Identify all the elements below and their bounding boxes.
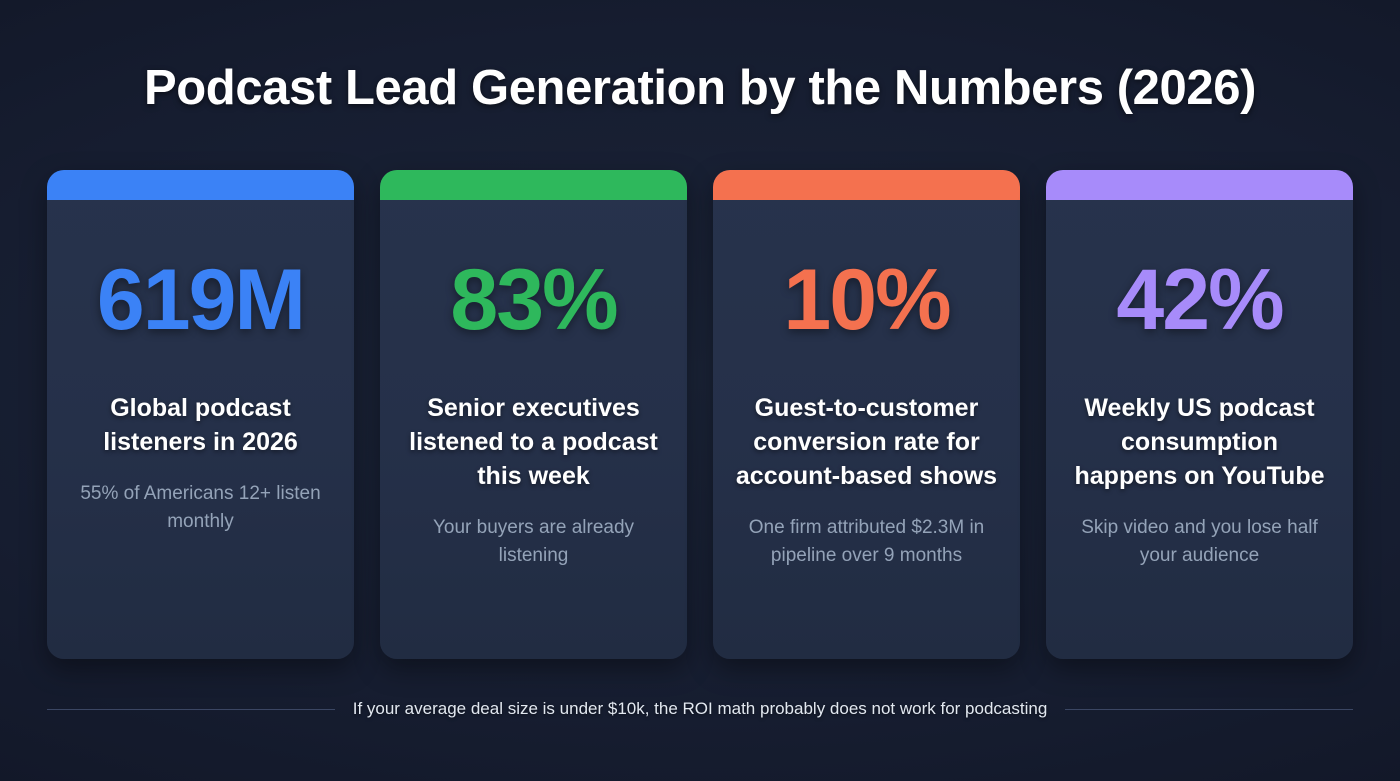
stat-value: 10% [783, 252, 951, 348]
card-body: 83% Senior executives listened to a podc… [380, 200, 687, 659]
stat-subtext: 55% of Americans 12+ listen monthly [80, 483, 321, 533]
divider-right [1065, 708, 1353, 710]
stat-card-youtube-consumption: 42% Weekly US podcast consumption happen… [1046, 170, 1353, 659]
stat-subtext: One firm attributed $2.3M in pipeline ov… [748, 517, 985, 567]
stat-card-conversion-rate: 10% Guest-to-customer conversion rate fo… [713, 170, 1020, 659]
stat-subtext: Your buyers are already listening [432, 517, 635, 567]
card-accent-bar [380, 170, 687, 200]
stat-card-row: 619M Global podcast listeners in 2026 55… [0, 170, 1400, 659]
card-body: 10% Guest-to-customer conversion rate fo… [713, 200, 1020, 659]
page-title: Podcast Lead Generation by the Numbers (… [143, 61, 1257, 115]
title-container: Podcast Lead Generation by the Numbers (… [0, 0, 1400, 170]
stat-label: Guest-to-customer conversion rate for ac… [735, 394, 998, 490]
card-body: 619M Global podcast listeners in 2026 55… [47, 200, 354, 659]
card-accent-bar [713, 170, 1020, 200]
stat-label: Senior executives listened to a podcast … [409, 394, 658, 490]
stat-label: Weekly US podcast consumption happens on… [1074, 394, 1325, 490]
card-body: 42% Weekly US podcast consumption happen… [1046, 200, 1353, 659]
stat-value: 42% [1116, 252, 1284, 348]
footer-note: If your average deal size is under $10k,… [352, 699, 1048, 718]
stat-card-global-listeners: 619M Global podcast listeners in 2026 55… [47, 170, 354, 659]
stat-value: 619M [96, 252, 306, 348]
stat-card-senior-executives: 83% Senior executives listened to a podc… [380, 170, 687, 659]
card-accent-bar [47, 170, 354, 200]
card-accent-bar [1046, 170, 1353, 200]
footer: If your average deal size is under $10k,… [0, 659, 1400, 781]
stat-subtext: Skip video and you lose half your audien… [1081, 517, 1318, 567]
stat-value: 83% [450, 252, 618, 348]
divider-left [47, 708, 335, 710]
stat-label: Global podcast listeners in 2026 [103, 394, 298, 456]
